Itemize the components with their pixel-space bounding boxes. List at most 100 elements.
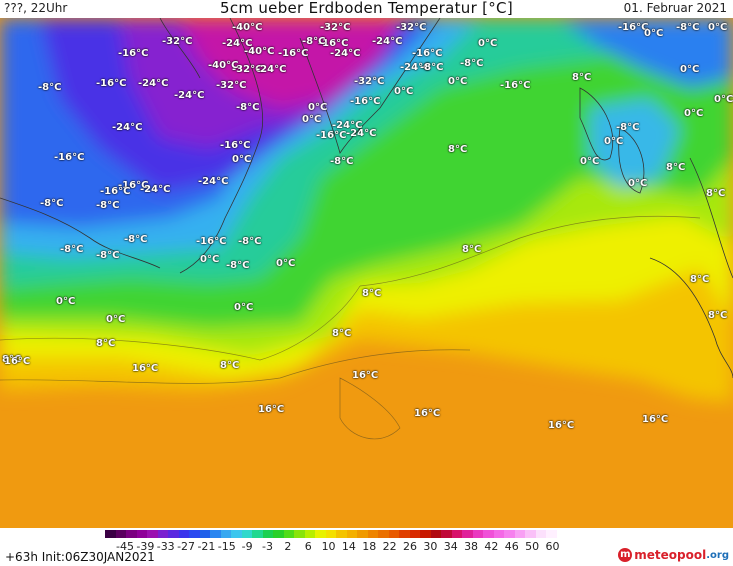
isotherm-label: -8°C xyxy=(236,102,260,113)
forecast-time: ???, 22Uhr xyxy=(4,1,68,15)
color-scale-swatch xyxy=(535,530,546,538)
isotherm-label: -16°C xyxy=(118,180,149,191)
temperature-field xyxy=(0,18,733,403)
color-scale-swatch xyxy=(136,530,147,538)
isotherm-label: -24°C xyxy=(174,90,205,101)
color-scale-swatch xyxy=(294,530,305,538)
isotherm-label: -16°C xyxy=(220,140,251,151)
color-scale-swatch xyxy=(126,530,137,538)
isotherm-label: -32°C xyxy=(396,22,427,33)
color-scale-tick: 42 xyxy=(484,540,499,553)
isotherm-label: -8°C xyxy=(616,122,640,133)
color-scale-tick: -45 xyxy=(116,540,134,553)
meteopool-logo-mark: m xyxy=(618,548,633,562)
color-scale-swatch xyxy=(367,530,378,538)
color-scale-swatch xyxy=(430,530,441,538)
isotherm-label: -8°C xyxy=(96,250,120,261)
color-scale-swatch xyxy=(105,530,116,538)
isotherm-label: 0°C xyxy=(680,64,700,75)
color-scale-swatch xyxy=(483,530,494,538)
isotherm-label: 8°C xyxy=(2,354,22,365)
color-scale-swatch xyxy=(388,530,399,538)
color-scale-swatch xyxy=(273,530,284,538)
isotherm-label: 8°C xyxy=(708,310,728,321)
color-scale-swatch xyxy=(283,530,294,538)
isotherm-label: 0°C xyxy=(478,38,498,49)
isotherm-label: -24°C xyxy=(138,78,169,89)
meteopool-logo: m meteopool .org xyxy=(618,548,729,562)
isotherm-label: 0°C xyxy=(448,76,468,87)
color-scale-tick: 26 xyxy=(403,540,417,553)
isotherm-label: 16°C xyxy=(132,363,159,374)
color-scale-swatch xyxy=(346,530,357,538)
color-scale-swatch xyxy=(525,530,536,538)
color-scale-swatch xyxy=(420,530,431,538)
color-scale-tick: 6 xyxy=(304,540,312,553)
isotherm-label: -8°C xyxy=(676,22,700,33)
color-scale-tick: -9 xyxy=(241,540,253,553)
color-scale-swatch xyxy=(399,530,410,538)
color-scale-swatch xyxy=(451,530,462,538)
color-scale-tick: -3 xyxy=(262,540,273,553)
color-scale-tick: 50 xyxy=(525,540,540,553)
isotherm-label: 0°C xyxy=(714,94,733,105)
isotherm-label: 0°C xyxy=(580,156,600,167)
color-scale-swatch xyxy=(241,530,252,538)
isotherm-label: -8°C xyxy=(330,156,354,167)
isotherm-label: 0°C xyxy=(628,178,648,189)
isotherm-label: -16°C xyxy=(54,152,85,163)
isotherm-label: -16°C xyxy=(618,22,649,33)
isotherm-label: -16°C xyxy=(412,48,443,59)
isotherm-label: -8°C xyxy=(60,244,84,255)
isotherm-label: 0°C xyxy=(644,28,664,39)
color-scale-swatch xyxy=(210,530,221,538)
color-scale-tick: -39 xyxy=(136,540,155,553)
isotherm-label: -8°C xyxy=(460,58,484,69)
color-scale-tick: 38 xyxy=(464,540,479,553)
isotherm-label: -32°C xyxy=(216,80,247,91)
color-scale-swatch xyxy=(252,530,263,538)
isotherm-label: -8°C xyxy=(302,36,326,47)
isotherm-label: 16°C xyxy=(642,414,669,425)
isotherm-label: -24°C xyxy=(332,120,363,131)
color-scale-swatch xyxy=(336,530,347,538)
color-scale-swatch xyxy=(504,530,515,538)
isotherm-label: 0°C xyxy=(234,302,254,313)
color-scale-swatch xyxy=(546,530,557,538)
isotherm-label: 8°C xyxy=(690,274,710,285)
isotherm-label: -16°C xyxy=(318,38,349,49)
isotherm-label: -16°C xyxy=(196,236,227,247)
color-scale-tick: 2 xyxy=(284,540,292,553)
forecast-date: 01. Februar 2021 xyxy=(623,1,727,15)
isotherm-label: -24°C xyxy=(400,62,431,73)
isotherm-label: 8°C xyxy=(220,360,240,371)
color-scale-swatch xyxy=(441,530,452,538)
isotherm-label: -24°C xyxy=(222,38,253,49)
isotherm-label: -8°C xyxy=(226,260,250,271)
init-time: +63h Init:06Z30JAN2021 xyxy=(5,550,155,564)
isotherm-label: 8°C xyxy=(666,162,686,173)
isotherm-label: 8°C xyxy=(362,288,382,299)
color-scale-swatch xyxy=(168,530,179,538)
meteopool-logo-text: meteopool xyxy=(634,548,707,562)
color-scale-swatch xyxy=(178,530,189,538)
color-scale-tick: 60 xyxy=(545,540,560,553)
isotherm-label: -40°C xyxy=(232,22,263,33)
isotherm-label: -32°C xyxy=(162,36,193,47)
isotherm-label: -24°C xyxy=(256,64,287,75)
isotherm-label: -8°C xyxy=(124,234,148,245)
isotherm-label: 0°C xyxy=(394,86,414,97)
color-scale-swatch xyxy=(262,530,273,538)
isotherm-label: -8°C xyxy=(420,62,444,73)
isotherm-label: -16°C xyxy=(316,130,347,141)
isotherm-label: 8°C xyxy=(96,338,116,349)
color-scale-swatch xyxy=(220,530,231,538)
isotherm-label: 0°C xyxy=(302,114,322,125)
isotherm-label: -8°C xyxy=(38,82,62,93)
color-scale-tick: 18 xyxy=(362,540,377,553)
isotherm-label: 0°C xyxy=(308,102,328,113)
color-scale-swatch xyxy=(514,530,525,538)
isotherm-label: 0°C xyxy=(106,314,126,325)
isotherm-label: -24°C xyxy=(198,176,229,187)
color-scale-tick: 46 xyxy=(504,540,519,553)
